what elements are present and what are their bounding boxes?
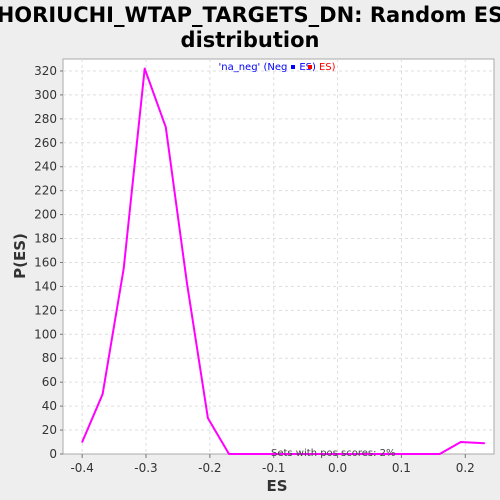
x-tick-label: 0.2 bbox=[456, 461, 475, 475]
data-point bbox=[122, 267, 125, 270]
legend-suffix: ES) bbox=[319, 62, 336, 73]
pos-scores-annotation: Sets with pos scores: 2% bbox=[271, 448, 396, 459]
y-tick-label: 20 bbox=[42, 423, 57, 437]
y-axis-ticks: 0 20 40 60 80 100 120 140 160 180 200 220 240 260 280 3… bbox=[34, 64, 63, 461]
legend-mid: ES) bbox=[299, 62, 316, 73]
x-tick-label: 0.1 bbox=[392, 461, 411, 475]
data-point bbox=[438, 453, 441, 455]
y-axis-label: P(ES) bbox=[11, 233, 29, 279]
y-tick-label: 60 bbox=[42, 375, 57, 389]
data-point bbox=[249, 453, 251, 455]
legend-swatch-es bbox=[308, 65, 312, 69]
y-tick-label: 80 bbox=[42, 351, 57, 365]
data-point bbox=[291, 453, 294, 455]
y-tick-label: 100 bbox=[34, 327, 57, 341]
y-tick-label: 300 bbox=[34, 88, 57, 102]
chart-title-line1: HORIUCHI_WTAP_TARGETS_DN: Random ES bbox=[0, 3, 500, 27]
y-tick-label: 180 bbox=[34, 232, 57, 246]
x-axis-label: ES bbox=[266, 477, 287, 495]
data-point bbox=[354, 453, 357, 455]
plot-area bbox=[62, 58, 495, 455]
y-tick-label: 280 bbox=[34, 112, 57, 126]
data-point bbox=[417, 453, 420, 455]
legend-prefix: 'na_neg' (Neg bbox=[218, 62, 287, 73]
data-point bbox=[459, 441, 462, 443]
y-tick-label: 120 bbox=[34, 303, 57, 317]
data-point bbox=[165, 126, 167, 129]
data-point bbox=[333, 453, 336, 455]
y-tick-label: 320 bbox=[34, 64, 57, 78]
data-point bbox=[375, 453, 378, 455]
x-tick-label: -0.4 bbox=[70, 461, 93, 475]
x-tick-label: -0.3 bbox=[134, 461, 157, 475]
x-tick-label: 0.0 bbox=[328, 461, 347, 475]
y-tick-label: 160 bbox=[34, 255, 57, 269]
y-tick-label: 0 bbox=[49, 447, 57, 461]
x-tick-label: -0.1 bbox=[262, 461, 285, 475]
y-tick-label: 240 bbox=[34, 160, 57, 174]
data-point bbox=[101, 393, 104, 395]
data-point bbox=[312, 453, 315, 455]
y-tick-label: 40 bbox=[42, 399, 57, 413]
series-layer bbox=[81, 67, 486, 455]
legend: 'na_neg' (Neg ES) ES) bbox=[218, 62, 335, 73]
data-point bbox=[207, 417, 209, 419]
data-point bbox=[143, 67, 146, 70]
y-tick-label: 220 bbox=[34, 184, 57, 198]
data-point bbox=[396, 453, 399, 455]
data-point bbox=[228, 453, 230, 455]
y-tick-label: 200 bbox=[34, 208, 57, 222]
y-tick-label: 140 bbox=[34, 279, 57, 293]
data-point bbox=[270, 453, 272, 455]
series-line bbox=[81, 67, 485, 455]
y-tick-label: 260 bbox=[34, 136, 57, 150]
legend-swatch-neg bbox=[291, 65, 295, 69]
x-tick-label: -0.2 bbox=[198, 461, 221, 475]
chart-title-line2: distribution bbox=[181, 28, 320, 52]
data-point bbox=[81, 441, 83, 443]
data-point bbox=[483, 442, 486, 445]
data-point bbox=[186, 282, 188, 284]
x-axis-ticks: -0.4 -0.3 -0.2 -0.1 0.0 0.1 0.2 bbox=[70, 454, 475, 475]
